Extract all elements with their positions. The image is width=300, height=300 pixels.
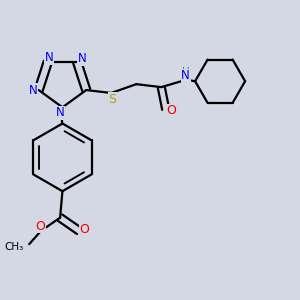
Text: N: N	[29, 84, 38, 97]
Text: O: O	[80, 223, 89, 236]
Text: H: H	[182, 67, 190, 76]
Text: S: S	[108, 93, 116, 106]
Text: O: O	[35, 220, 45, 233]
Text: CH₃: CH₃	[4, 242, 24, 251]
Text: N: N	[78, 52, 87, 65]
Text: N: N	[181, 69, 190, 82]
Text: O: O	[166, 104, 176, 117]
Text: N: N	[56, 106, 64, 119]
Text: N: N	[45, 52, 54, 64]
